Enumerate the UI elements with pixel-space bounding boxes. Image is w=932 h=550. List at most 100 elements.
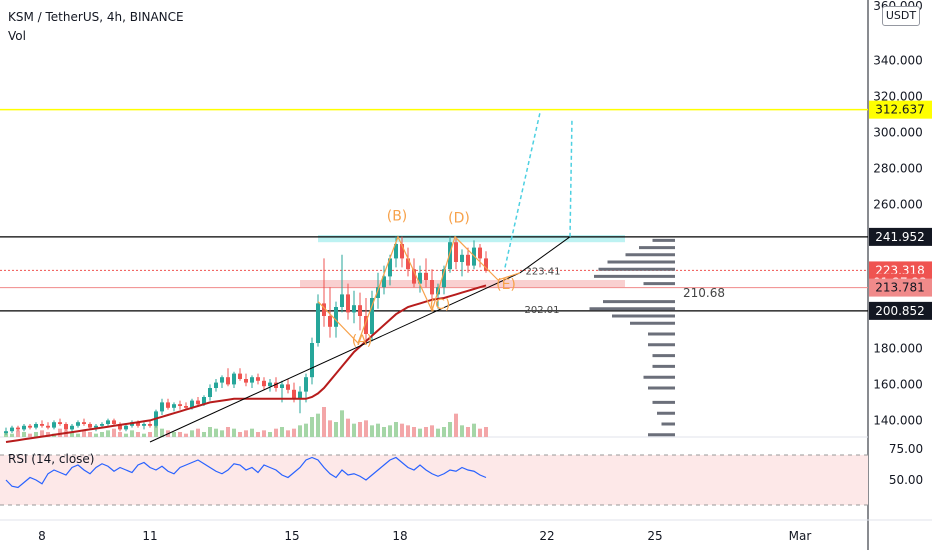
- candle-body: [40, 424, 44, 426]
- volume-bar: [190, 430, 194, 437]
- candle-body: [16, 427, 20, 430]
- volume-bar: [400, 423, 404, 437]
- candle-body: [64, 424, 68, 430]
- volume-bar: [250, 428, 254, 437]
- volume-bar: [262, 430, 266, 437]
- candle-body: [334, 307, 338, 327]
- price-tick-label: 340.000: [873, 53, 923, 67]
- candle-body: [292, 389, 296, 399]
- trendline: [149, 272, 521, 443]
- wave-label-a: (A): [352, 333, 373, 349]
- candle-body: [424, 272, 428, 280]
- price-tick-label: 180.000: [873, 341, 923, 355]
- price-tick-label: 300.000: [873, 125, 923, 139]
- price-label-200.852: 200.852: [875, 304, 925, 318]
- volume-bar: [232, 428, 236, 437]
- price-label-box: [869, 278, 932, 297]
- candle-body: [388, 258, 392, 277]
- price-label-box: [869, 227, 932, 246]
- candle-body: [250, 377, 254, 383]
- horizontal-lines: [0, 108, 868, 312]
- candle-body: [22, 425, 26, 430]
- volume-bar: [484, 427, 488, 437]
- projection-target: [569, 117, 573, 237]
- volume-bar: [46, 432, 50, 437]
- volume-bar: [436, 428, 440, 437]
- volume-bar: [100, 432, 104, 437]
- rsi-line: [5, 456, 487, 489]
- volume-bar: [94, 433, 98, 437]
- candle-body: [76, 422, 80, 426]
- volume-bar: [28, 433, 32, 437]
- volume-bar: [442, 427, 446, 437]
- time-tick-label: 25: [647, 529, 662, 543]
- candle-body: [310, 343, 314, 378]
- price-tick-label: 140.000: [873, 413, 923, 427]
- volume-bar: [322, 407, 326, 437]
- volume-bar: [70, 432, 74, 437]
- annotation-210.68: 210.68: [683, 286, 725, 300]
- volume-bar: [178, 432, 182, 437]
- candle-body: [352, 305, 356, 313]
- volume-bar: [304, 423, 308, 437]
- price-tick-label: 160.000: [873, 377, 923, 391]
- candle-body: [244, 379, 248, 383]
- candle-body: [478, 247, 482, 259]
- resistance-zone: [318, 235, 625, 243]
- candle-body: [118, 424, 122, 430]
- candle-body: [82, 422, 86, 424]
- candle-body: [406, 258, 410, 270]
- candle-body: [100, 424, 104, 426]
- candle-body: [232, 373, 236, 385]
- volume-bar: [124, 433, 128, 437]
- candle-body: [304, 377, 308, 392]
- candles: [4, 236, 488, 435]
- projection-up: [504, 112, 541, 268]
- candle-body: [376, 287, 380, 298]
- candle-body: [142, 424, 146, 426]
- drawings: (A) (B) (C) (D) (E) 223.41 202.01 210.68: [149, 112, 725, 443]
- time-tick-label: 15: [284, 529, 299, 543]
- annotation-223.41: 223.41: [526, 266, 561, 277]
- rsi-tick-label: 50.00: [889, 473, 923, 487]
- candle-body: [184, 406, 188, 408]
- volume-bar: [388, 425, 392, 437]
- volume-bar: [208, 427, 212, 437]
- volume-bar: [172, 432, 176, 437]
- volume-bar: [346, 418, 350, 437]
- price-tick-label: 280.000: [873, 161, 923, 175]
- currency-button[interactable]: USDT: [882, 6, 920, 26]
- rsi-band: [0, 455, 868, 505]
- candle-body: [4, 431, 8, 433]
- volume-bar: [364, 420, 368, 437]
- volume-bar: [298, 425, 302, 437]
- volume-bar: [10, 433, 14, 437]
- candle-body: [328, 316, 332, 327]
- volume-bar: [154, 425, 158, 437]
- candle-body: [382, 276, 386, 288]
- volume-bar: [22, 432, 26, 437]
- candle-body: [136, 422, 140, 426]
- volume-bar: [82, 430, 86, 437]
- volume-bar: [316, 413, 320, 437]
- moving-average-line: [5, 284, 487, 443]
- volume-bar: [406, 425, 410, 437]
- volume-bar: [268, 432, 272, 437]
- candle-body: [226, 377, 230, 385]
- volume-bar: [310, 417, 314, 437]
- candle-body: [220, 377, 224, 383]
- volume-bar: [226, 427, 230, 437]
- candle-body: [274, 382, 278, 388]
- volume-bar: [58, 428, 62, 437]
- candle-body: [280, 384, 284, 388]
- candle-body: [400, 244, 404, 259]
- candle-body: [160, 402, 164, 412]
- annotation-202.01: 202.01: [525, 305, 560, 316]
- candle-body: [364, 316, 368, 334]
- volume-bar: [274, 428, 278, 437]
- price-tick-label: 320.000: [873, 89, 923, 103]
- volume-label: Vol: [8, 29, 26, 43]
- volume-bar: [76, 433, 80, 437]
- time-tick-label: 22: [539, 529, 554, 543]
